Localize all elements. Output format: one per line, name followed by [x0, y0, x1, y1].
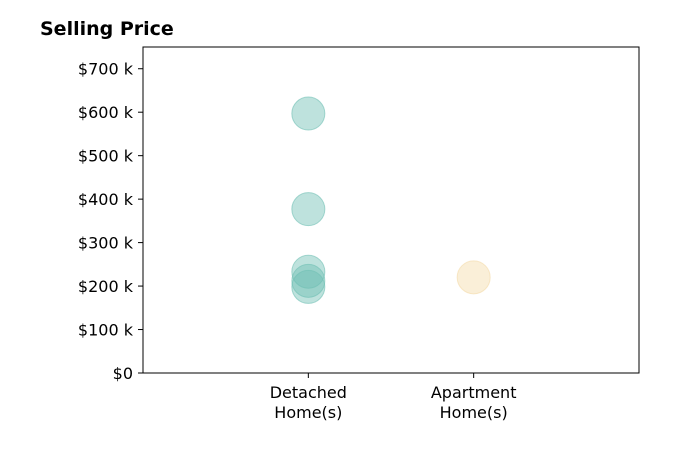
y-tick-label: $300 k — [78, 234, 134, 253]
chart-title: Selling Price — [40, 18, 174, 40]
data-point — [291, 96, 326, 131]
data-point — [456, 260, 491, 295]
x-category-label: Home(s) — [440, 403, 508, 422]
y-tick-label: $600 k — [78, 103, 134, 122]
y-tick-label: $500 k — [78, 147, 134, 166]
y-tick-label: $100 k — [78, 321, 134, 340]
x-category-label: Apartment — [431, 383, 517, 402]
data-point — [291, 269, 326, 304]
y-tick-label: $0 — [113, 364, 133, 383]
y-tick-label: $200 k — [78, 277, 134, 296]
x-category-label: Detached — [270, 383, 347, 402]
y-tick-label: $400 k — [78, 190, 134, 209]
data-point — [291, 192, 326, 227]
data-points — [291, 96, 491, 304]
plot-frame — [142, 46, 640, 374]
y-tick-label: $700 k — [78, 60, 134, 79]
y-axis: $0 $100 k $200 k $300 k $400 k $500 k $600 k $7… — [78, 60, 143, 383]
data-point — [291, 254, 326, 289]
x-category-label: Home(s) — [274, 403, 342, 422]
